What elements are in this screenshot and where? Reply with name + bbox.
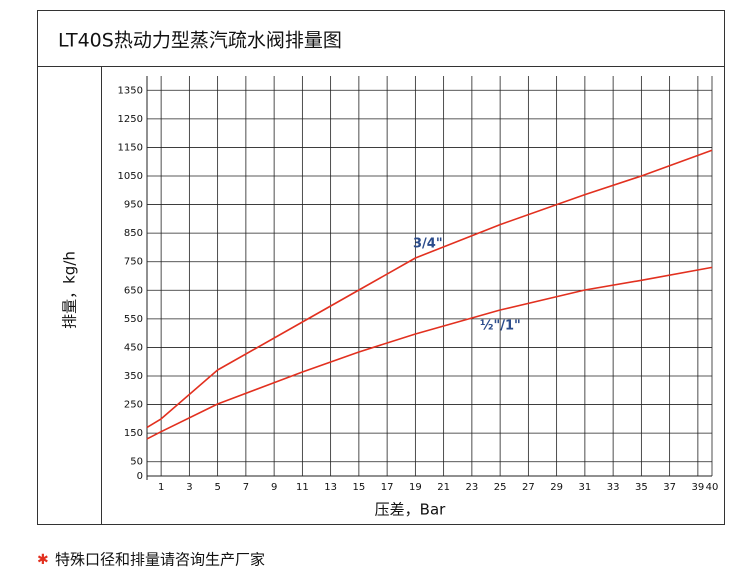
y-tick-label: 150 xyxy=(124,428,143,439)
y-tick-label: 0 xyxy=(137,471,143,482)
x-tick-label: 3 xyxy=(186,482,192,493)
note: 特殊口径和排量请咨询生产厂家 xyxy=(55,551,265,569)
y-tick-label: 50 xyxy=(130,457,143,468)
y-tick-label: 250 xyxy=(124,400,143,411)
y-tick-label: 950 xyxy=(124,200,143,211)
x-tick-label: 37 xyxy=(663,482,676,493)
x-tick-label: 35 xyxy=(635,482,648,493)
x-tick-label: 40 xyxy=(706,482,719,493)
note-marker: ✱ xyxy=(37,552,49,568)
y-axis-title: 排量，kg/h xyxy=(61,251,79,329)
x-tick-label: 29 xyxy=(550,482,563,493)
x-tick-label: 27 xyxy=(522,482,535,493)
series-line xyxy=(146,266,713,440)
x-tick-label: 17 xyxy=(381,482,394,493)
x-tick-label: 9 xyxy=(271,482,277,493)
x-tick-label: 39 xyxy=(692,482,705,493)
chart-title: LT40S热动力型蒸汽疏水阀排量图 xyxy=(58,30,342,52)
y-tick-label: 350 xyxy=(124,371,143,382)
x-tick-label: 25 xyxy=(494,482,507,493)
x-tick-label: 1 xyxy=(158,482,164,493)
x-tick-label: 23 xyxy=(466,482,479,493)
y-tick-label: 1350 xyxy=(118,85,143,96)
x-tick-label: 11 xyxy=(296,482,309,493)
y-tick-label: 1050 xyxy=(118,171,143,182)
x-tick-label: 21 xyxy=(437,482,450,493)
x-axis-title: 压差，Bar xyxy=(375,501,446,519)
x-tick-label: 7 xyxy=(243,482,249,493)
y-tick-label: 650 xyxy=(124,285,143,296)
x-tick-label: 31 xyxy=(579,482,592,493)
y-tick-label: 850 xyxy=(124,228,143,239)
y-tick-label: 450 xyxy=(124,342,143,353)
x-tick-label: 15 xyxy=(353,482,366,493)
series-line xyxy=(146,149,713,429)
y-tick-label: 550 xyxy=(124,314,143,325)
series-label: 3/4" xyxy=(413,237,443,252)
x-tick-label: 33 xyxy=(607,482,620,493)
y-tick-label: 1250 xyxy=(118,114,143,125)
y-tick-label: 750 xyxy=(124,257,143,268)
series-label: ½"/1" xyxy=(480,319,521,334)
x-tick-label: 13 xyxy=(324,482,337,493)
x-tick-label: 19 xyxy=(409,482,422,493)
frame xyxy=(37,10,725,525)
x-tick-label: 5 xyxy=(214,482,220,493)
y-tick-label: 1150 xyxy=(118,142,143,153)
